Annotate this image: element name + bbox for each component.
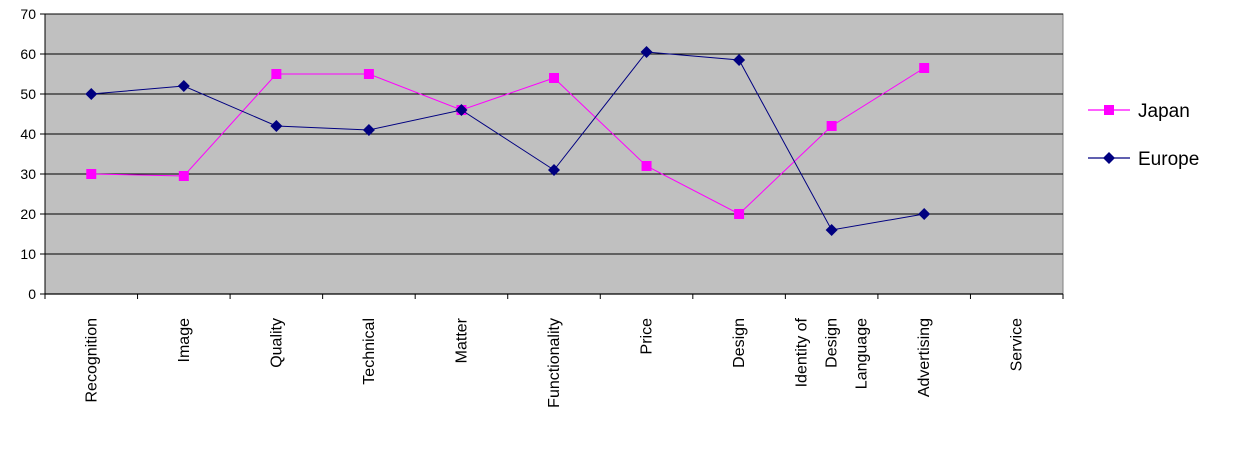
marker-japan (363, 69, 374, 79)
x-tick-label: Functionality (546, 318, 563, 408)
marker-europe (177, 80, 190, 92)
y-tick-label: 60 (20, 46, 36, 62)
series-line-europe (91, 51, 925, 231)
legend-label-europe: Europe (1138, 149, 1199, 170)
y-tick-label: 40 (20, 126, 36, 142)
marker-japan (826, 121, 837, 131)
x-tick-label: Advertising (916, 318, 933, 397)
marker-japan (641, 161, 652, 171)
marker-europe (733, 54, 746, 66)
plot-area (44, 13, 1064, 295)
marker-japan (734, 209, 745, 219)
x-tick-label: Price (639, 318, 656, 355)
x-tick-label: Matter (453, 317, 470, 363)
marker-europe (825, 224, 838, 236)
marker-europe (640, 46, 653, 58)
marker-europe (85, 88, 98, 100)
x-tick-label: Technical (361, 318, 378, 385)
x-tick-label: Design (824, 318, 841, 368)
marker-japan (271, 69, 282, 79)
x-tick-label: Quality (268, 318, 285, 368)
marker-europe (362, 124, 375, 136)
series-line-japan (91, 67, 925, 215)
y-tick-label: 50 (20, 86, 36, 102)
y-tick-label: 30 (20, 166, 36, 182)
marker-japan (919, 63, 930, 73)
x-tick-label: Identity of (794, 317, 811, 387)
x-tick-label: Design (731, 318, 748, 368)
marker-europe (455, 104, 468, 116)
marker-japan (549, 73, 559, 83)
marker-europe (548, 164, 560, 176)
marker-europe (918, 208, 931, 220)
marker-europe (270, 120, 283, 132)
y-tick-label: 70 (20, 6, 36, 22)
marker-japan (86, 169, 97, 179)
legend-marker-japan (1104, 105, 1114, 115)
legend-label-japan: Japan (1138, 101, 1190, 122)
x-tick-label: Recognition (83, 318, 100, 403)
y-tick-label: 10 (20, 246, 36, 262)
y-tick-label: 20 (20, 206, 36, 222)
y-tick-label: 0 (28, 286, 36, 302)
x-tick-label: Language (854, 318, 871, 389)
legend-marker-europe (1103, 152, 1115, 164)
x-tick-label: Service (1009, 318, 1026, 371)
x-tick-label: Image (176, 318, 193, 363)
marker-japan (178, 171, 189, 181)
